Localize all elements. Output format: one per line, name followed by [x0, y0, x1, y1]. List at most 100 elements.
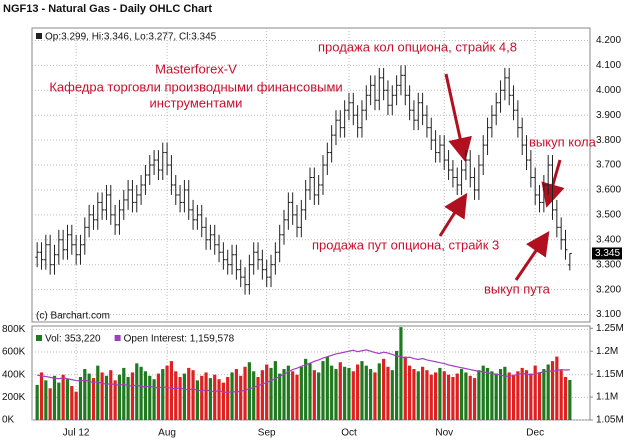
- volume-bar: [568, 379, 572, 420]
- volume-bar: [117, 374, 122, 420]
- arrow: [514, 231, 550, 281]
- ohlc-legend: Op:3.299, Hi:3.346, Lo:3.277, Cl:3.345: [45, 32, 217, 43]
- volume-bar: [282, 369, 286, 420]
- volume-bar: [126, 376, 130, 420]
- volume-bar: [265, 364, 269, 420]
- annotation: выкуп пута: [484, 281, 551, 296]
- volume-bar: [308, 363, 312, 420]
- volume-bar: [382, 358, 386, 420]
- volume-bar: [312, 370, 316, 420]
- volume-bar: [104, 375, 109, 420]
- price-tag-label: 3.345: [595, 248, 620, 259]
- volume-bar: [169, 361, 174, 420]
- legend-label: Open Interest: 1,159,578: [124, 334, 235, 345]
- annotation: инструментами: [150, 95, 243, 110]
- y-tick-label: 3.600: [596, 185, 621, 196]
- volume-bar: [57, 382, 61, 420]
- volume-bar: [477, 370, 481, 420]
- volume-bar: [438, 367, 442, 420]
- volume-bar: [511, 374, 516, 420]
- volume-bar: [52, 375, 57, 420]
- volume-bar: [507, 372, 511, 420]
- volume-bar: [187, 367, 191, 420]
- volume-bar: [299, 366, 303, 420]
- arrow: [444, 73, 472, 162]
- volume-bar: [360, 361, 364, 420]
- y-tick-label: 3.100: [596, 309, 621, 320]
- y-tick-label: 0K: [2, 415, 15, 426]
- volume-bar: [425, 370, 429, 420]
- volume-bar: [373, 372, 377, 420]
- volume-bar: [464, 372, 468, 420]
- volume-bar: [403, 356, 407, 420]
- volume-bar: [204, 372, 208, 420]
- volume-bar: [156, 373, 161, 420]
- volume-bar: [286, 365, 290, 420]
- volume-bar: [338, 362, 342, 420]
- annotation: продажа кол опциона, страйк 4,8: [318, 39, 517, 54]
- volume-bar: [122, 367, 126, 420]
- y2-tick-label: 1.15M: [596, 369, 624, 380]
- volume-bar: [321, 361, 325, 420]
- y-tick-label: 400K: [2, 369, 26, 380]
- arrows: [438, 73, 565, 281]
- volume-bar: [226, 376, 230, 420]
- volume-bar: [139, 366, 143, 420]
- volume-bar: [524, 370, 529, 420]
- volume-bar: [278, 373, 282, 420]
- volume-bar: [65, 379, 70, 420]
- volume-bar: [377, 363, 381, 420]
- volume-bar: [182, 373, 187, 420]
- y-tick-label: 3.300: [596, 259, 621, 270]
- y2-tick-label: 1.1M: [596, 392, 618, 403]
- y-tick-label: 3.400: [596, 234, 621, 245]
- volume-bar: [516, 371, 520, 420]
- volume-bar: [529, 373, 533, 420]
- volume-bar: [78, 376, 83, 420]
- x-tick-label: Sep: [258, 428, 276, 439]
- volume-bar: [239, 375, 243, 420]
- annotation: Кафедра торговли производными финансовым…: [49, 79, 342, 94]
- volume-bar: [295, 374, 299, 420]
- volume-bar: [420, 366, 425, 420]
- volume-bar: [96, 365, 100, 420]
- volume-bar: [485, 367, 490, 420]
- volume-bar: [61, 374, 65, 420]
- y-tick-label: 3.200: [596, 284, 621, 295]
- volume-bar: [74, 391, 78, 420]
- volume-bar: [260, 370, 264, 420]
- volume-bar: [334, 369, 338, 420]
- volume-bar: [412, 369, 416, 420]
- volume-bar: [559, 370, 563, 420]
- volume-bar: [468, 375, 472, 420]
- volume-bar: [91, 378, 96, 420]
- volume-bar: [455, 373, 459, 420]
- volume-bar: [230, 372, 234, 420]
- legend-swatch: [36, 335, 42, 341]
- x-tick-label: Aug: [158, 428, 176, 439]
- volume-bar: [390, 370, 394, 420]
- volume-bar: [269, 367, 273, 420]
- volume-bar: [273, 361, 277, 420]
- legend-label: Vol: 353,220: [45, 334, 101, 345]
- volume-bar: [364, 365, 368, 420]
- volume-bar: [472, 378, 477, 420]
- volume-bar: [152, 379, 156, 420]
- annotation: продажа пут опциона, страйк 3: [312, 237, 499, 252]
- volume-bar: [143, 371, 148, 420]
- arrow: [438, 192, 468, 237]
- price-panel: [31, 27, 591, 323]
- volume-bar: [399, 327, 403, 420]
- volume-bar: [459, 369, 464, 420]
- volume-bar: [130, 372, 135, 420]
- volume-bar: [87, 373, 91, 420]
- y-tick-label: 3.700: [596, 160, 621, 171]
- volume-bar: [291, 371, 295, 420]
- volume-bar: [100, 372, 104, 420]
- volume-bar: [83, 369, 87, 420]
- volume-bar: [217, 379, 221, 420]
- y-tick-label: 4.100: [596, 60, 621, 71]
- volume-bar: [343, 366, 347, 420]
- volume-bar: [446, 374, 451, 420]
- volume-bar: [433, 372, 438, 420]
